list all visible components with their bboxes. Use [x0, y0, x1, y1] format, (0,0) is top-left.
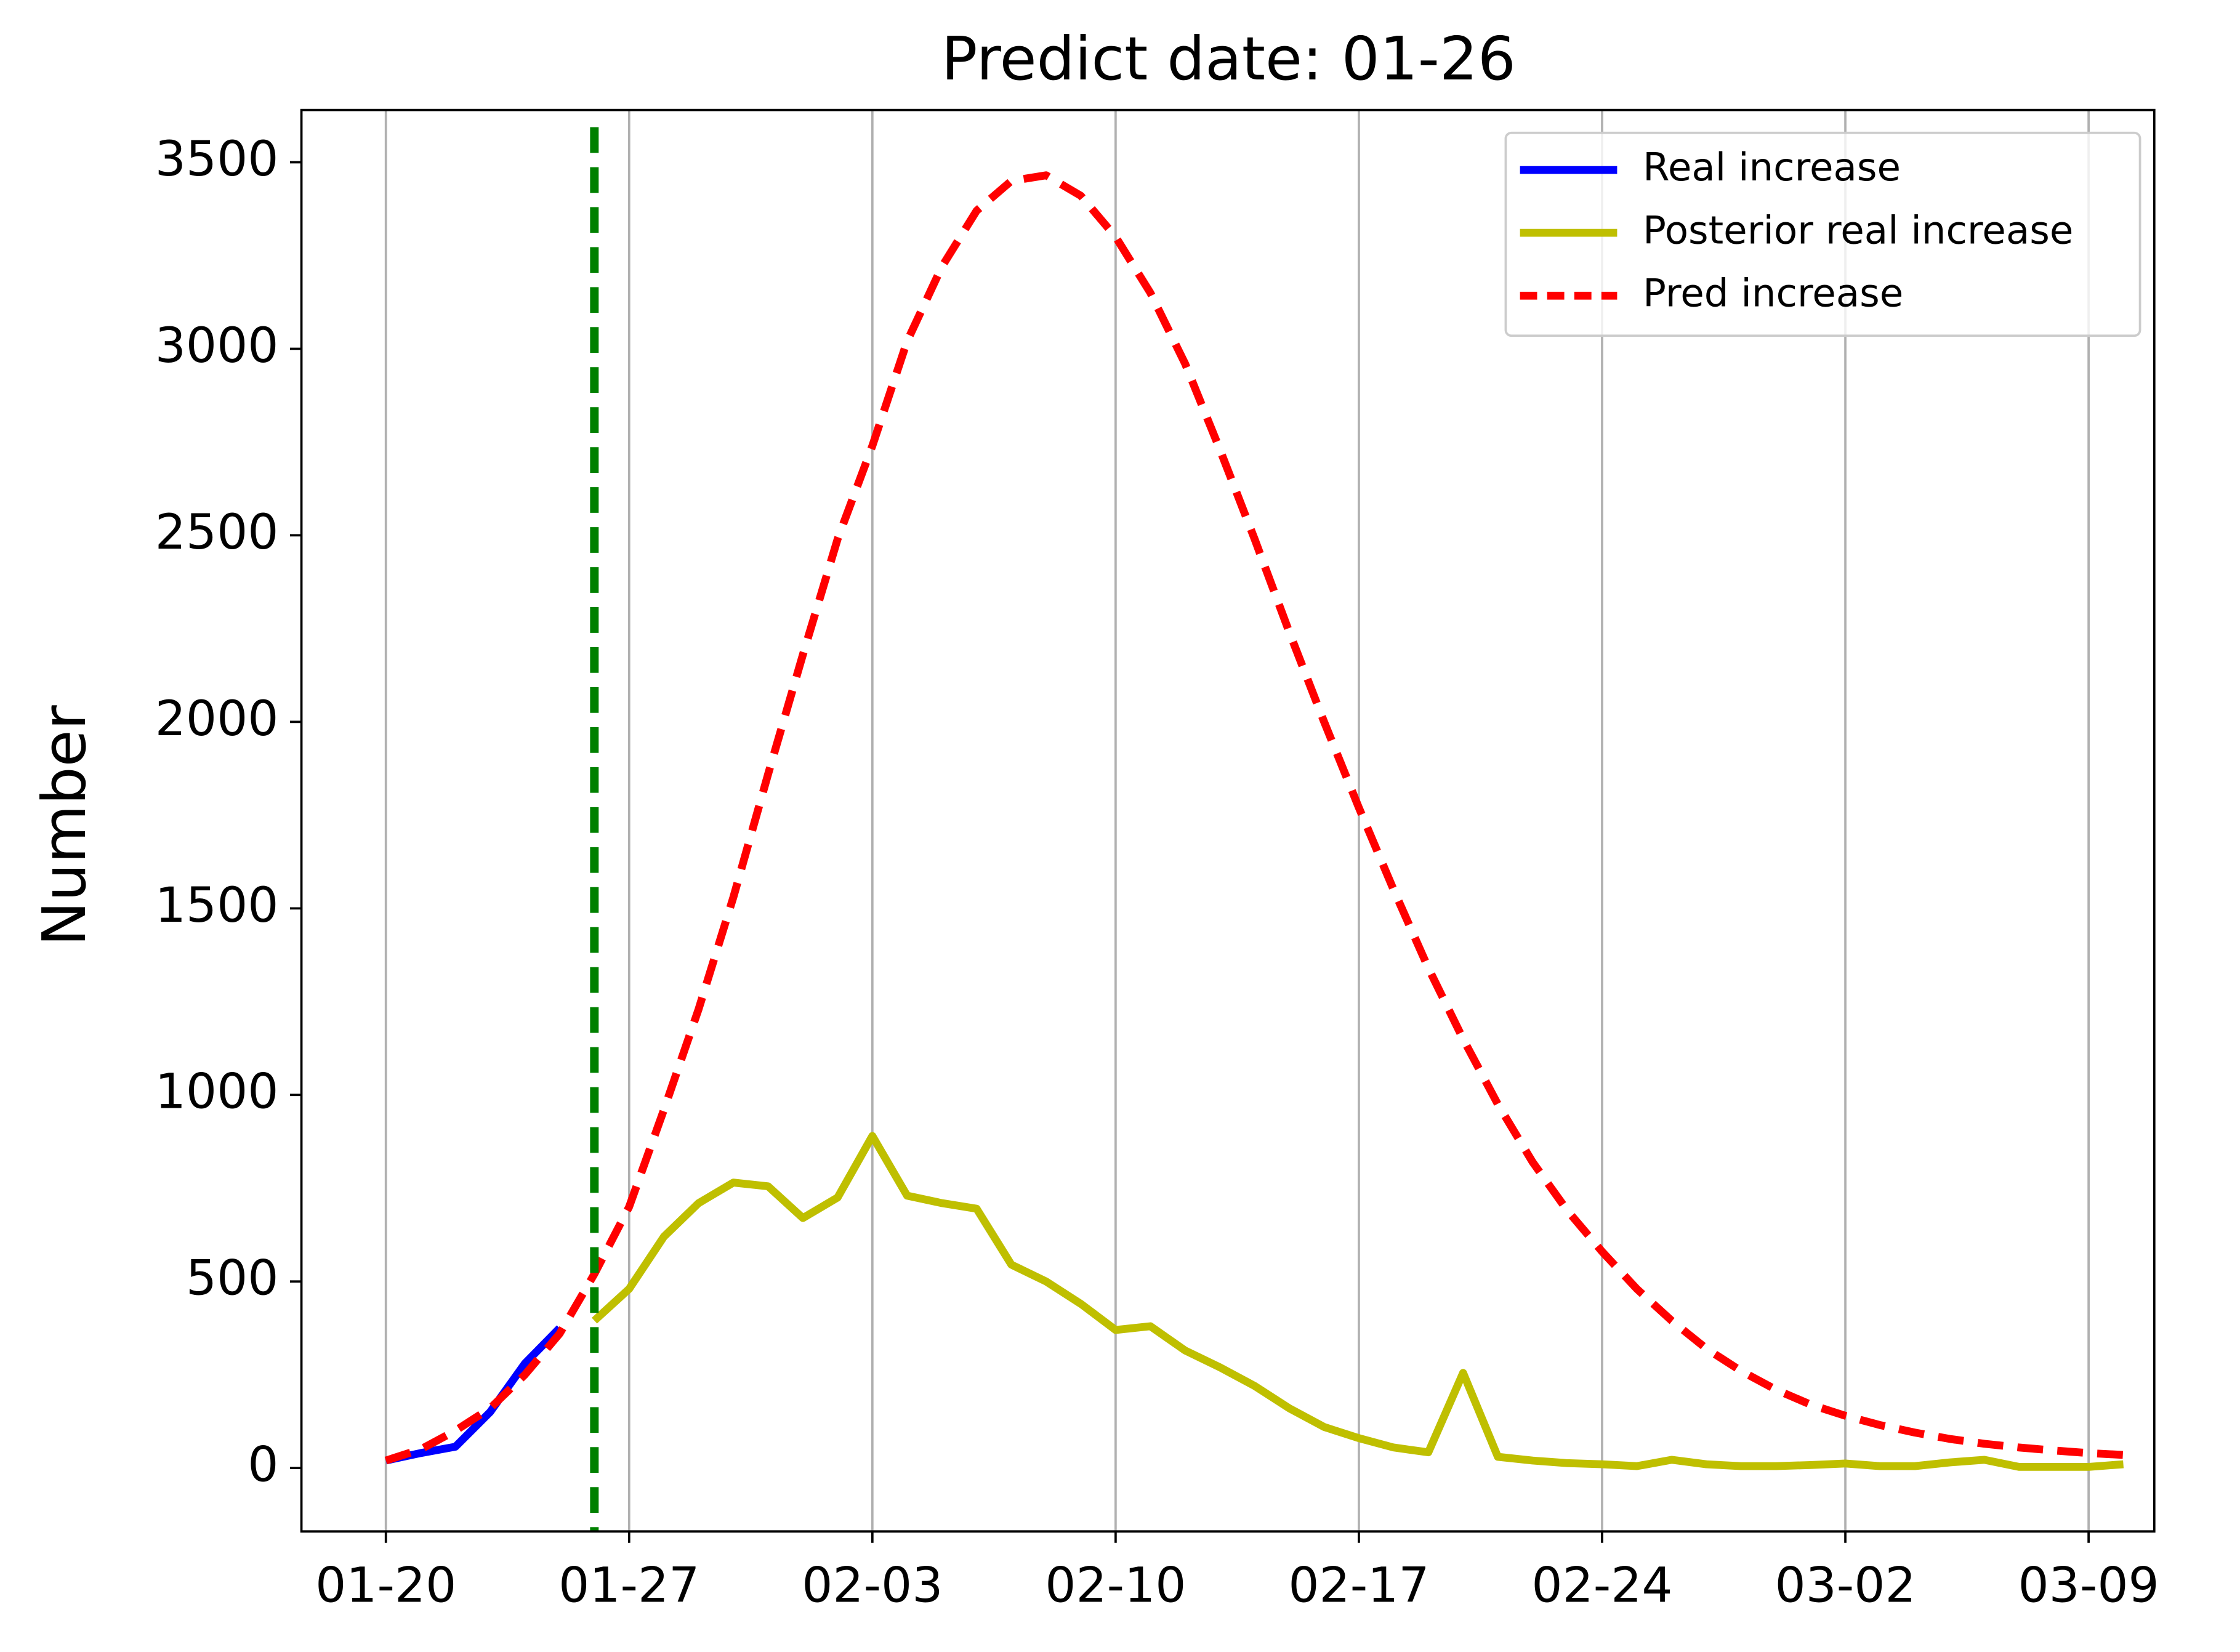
legend-label: Posterior real increase — [1643, 208, 2073, 252]
x-tick-label: 03-09 — [2018, 1557, 2159, 1613]
y-tick-label: 500 — [186, 1250, 279, 1307]
x-tick-label: 02-10 — [1045, 1557, 1186, 1613]
plot-frame — [300, 108, 2156, 1533]
y-tick-label: 1000 — [155, 1063, 279, 1120]
series-line — [384, 171, 2124, 1465]
y-tick-label: 2500 — [155, 504, 279, 560]
x-tick-label: 03-02 — [1775, 1557, 1916, 1613]
y-tick-label: 3000 — [155, 317, 279, 374]
y-tick-label: 2000 — [155, 690, 279, 747]
x-tick-label: 01-20 — [315, 1557, 456, 1613]
x-tick-label: 02-24 — [1531, 1557, 1672, 1613]
x-tick-label: 02-17 — [1288, 1557, 1429, 1613]
x-tick-label: 01-27 — [558, 1557, 699, 1613]
legend-label: Pred increase — [1643, 270, 1903, 315]
y-tick-label: 3500 — [155, 131, 279, 187]
legend-label: Real increase — [1643, 145, 1901, 190]
series-line — [385, 1325, 563, 1465]
chart-title: Predict date: 01-26 — [941, 24, 1516, 94]
legend-box — [1504, 131, 2141, 337]
x-tick-label: 02-03 — [802, 1557, 943, 1613]
y-axis-label: Number — [30, 704, 99, 946]
series-line — [592, 1132, 2124, 1471]
y-tick-label: 1500 — [155, 877, 279, 933]
y-tick-label: 0 — [248, 1436, 278, 1493]
